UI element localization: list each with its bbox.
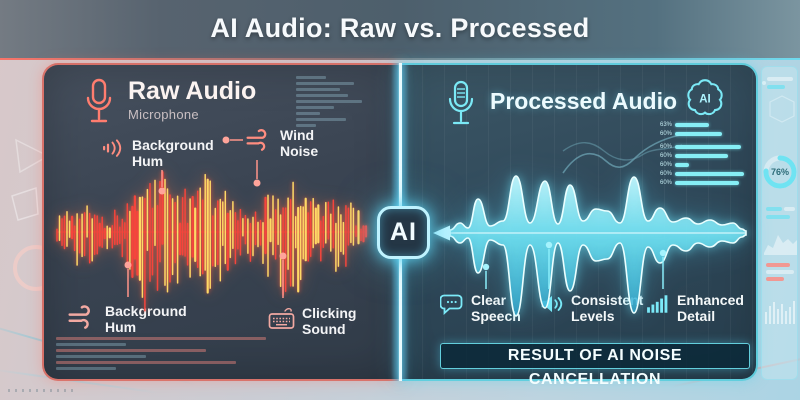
keyboard-icon <box>268 308 295 329</box>
widget-bar <box>784 207 795 211</box>
label-clicking-sound: Clicking Sound <box>268 305 388 337</box>
bar-chart-icon <box>647 295 668 313</box>
widget-bar <box>766 270 794 274</box>
mini-bar-row: 60% <box>656 170 750 177</box>
title-band <box>0 0 800 60</box>
result-banner: RESULT OF AI NOISE CANCELLATION <box>440 343 750 388</box>
label-consistent-levels: Consistent Levels <box>540 292 649 324</box>
wind-gust-icon <box>68 305 90 329</box>
area-chart-decoration <box>764 235 797 255</box>
widget-bar <box>766 207 782 211</box>
ai-badge-label: AI <box>390 218 417 246</box>
gauge-value: 76% <box>770 167 789 177</box>
ai-badge: AI <box>377 206 430 259</box>
mini-bar-row: 60% <box>656 130 750 137</box>
label-wind-noise: Wind Noise <box>245 127 336 159</box>
raw-audio-title: Raw Audio <box>128 77 257 105</box>
processed-audio-title: Processed Audio <box>490 88 678 114</box>
microphone-icon <box>86 78 112 123</box>
label-background-hum-bottom: Background Hum <box>66 303 191 335</box>
mini-bar-row: 60% <box>656 161 750 168</box>
mini-bar-row: 60% <box>656 143 750 150</box>
ai-brain-icon: AI <box>687 79 723 116</box>
side-dashboard: 76% <box>761 66 798 380</box>
arrow-icon <box>433 225 450 241</box>
label-enhanced-detail: Enhanced Detail <box>646 292 751 324</box>
sound-waves-icon <box>103 139 122 157</box>
studio-microphone-icon <box>448 80 474 125</box>
raw-audio-header: Raw Audio Microphone <box>84 77 256 129</box>
label-background-hum-top: Background Hum <box>101 137 218 169</box>
wind-icon <box>246 129 267 151</box>
gauge-donut: 76% <box>759 151 800 193</box>
raw-audio-panel: Raw Audio Microphone Background Hum Wind… <box>42 63 400 381</box>
widget-bar <box>766 263 790 267</box>
chat-bubble-icon <box>440 294 463 316</box>
code-decoration <box>56 334 356 373</box>
widget-bar <box>767 77 793 81</box>
mini-bar-row: 60% <box>656 152 750 159</box>
column-chart-decoration <box>765 301 795 324</box>
page-title: AI Audio: Raw vs. Processed <box>210 13 590 43</box>
mini-bar-row: 63% <box>656 121 750 128</box>
title-underline <box>0 58 800 60</box>
widget-bar <box>766 215 790 219</box>
widget-bar <box>767 85 785 89</box>
svg-text:AI: AI <box>699 94 711 106</box>
code-decoration <box>296 73 388 130</box>
widget-bar <box>766 277 784 281</box>
speaker-icon <box>541 295 563 313</box>
processed-audio-header: Processed Audio <box>446 79 677 131</box>
line-chart-decoration <box>562 134 683 174</box>
label-clear-speech: Clear Speech <box>440 292 535 324</box>
raw-audio-subtitle: Microphone <box>128 107 199 122</box>
dot-grid-decoration <box>8 389 78 392</box>
